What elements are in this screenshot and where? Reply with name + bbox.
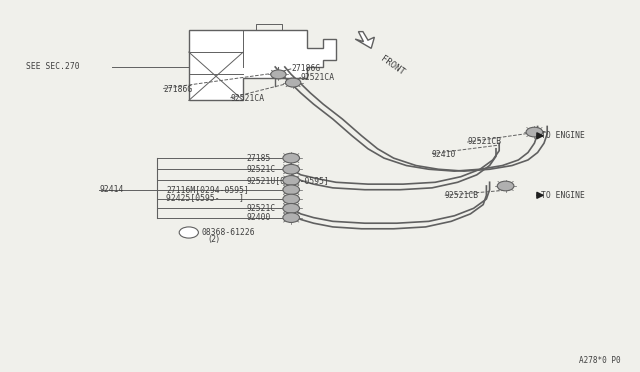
Text: SEE SEC.270: SEE SEC.270 [26, 62, 79, 71]
Text: 92521CA: 92521CA [230, 94, 264, 103]
Text: 27185: 27185 [246, 154, 271, 163]
Circle shape [283, 194, 300, 204]
Text: TO ENGINE: TO ENGINE [541, 191, 585, 200]
Circle shape [283, 213, 300, 222]
Text: 92521CB: 92521CB [467, 137, 501, 146]
Circle shape [283, 203, 300, 213]
Circle shape [283, 185, 300, 195]
Text: S: S [187, 230, 191, 235]
Circle shape [526, 127, 543, 137]
Circle shape [283, 176, 300, 185]
Text: 27116M[0294-0595]: 27116M[0294-0595] [166, 185, 249, 194]
Text: 92521CB: 92521CB [445, 191, 479, 200]
Text: FRONT: FRONT [379, 54, 406, 77]
Text: 92414: 92414 [99, 185, 124, 194]
Text: 92410: 92410 [432, 150, 456, 159]
Polygon shape [189, 30, 336, 100]
Text: 92521U[0294-0595]: 92521U[0294-0595] [246, 176, 329, 185]
Text: 08368-61226: 08368-61226 [202, 228, 255, 237]
Text: 92521CA: 92521CA [301, 73, 335, 82]
Text: 92425[0595-    ]: 92425[0595- ] [166, 193, 244, 202]
Circle shape [285, 78, 301, 87]
Text: 92521C: 92521C [246, 165, 276, 174]
Circle shape [283, 153, 300, 163]
Text: (2): (2) [209, 235, 220, 244]
Text: 27186G: 27186G [291, 64, 321, 73]
Text: A278*0 P0: A278*0 P0 [579, 356, 621, 365]
Text: 92400: 92400 [246, 213, 271, 222]
Polygon shape [355, 32, 374, 48]
Text: TO ENGINE: TO ENGINE [541, 131, 585, 140]
Circle shape [179, 227, 198, 238]
Circle shape [283, 164, 300, 174]
Text: 27186G: 27186G [163, 85, 193, 94]
Circle shape [497, 181, 514, 191]
Circle shape [271, 70, 286, 79]
Text: 92521C: 92521C [246, 204, 276, 213]
